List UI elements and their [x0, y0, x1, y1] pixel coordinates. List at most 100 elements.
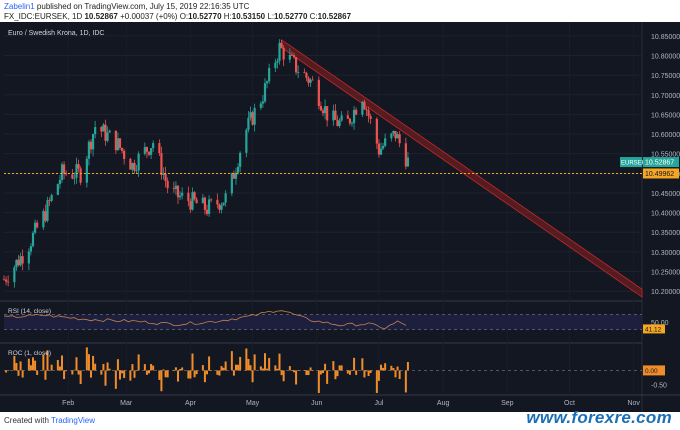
- candle-body: [145, 147, 149, 152]
- roc-bar: [123, 370, 126, 379]
- high-value: 10.53150: [231, 12, 266, 21]
- roc-bar: [191, 353, 194, 371]
- roc-bar: [404, 370, 407, 393]
- roc-bar: [278, 353, 281, 371]
- candle-body: [17, 259, 20, 266]
- candle-body: [350, 123, 354, 124]
- low-label: L:: [267, 12, 275, 21]
- candle-body: [46, 200, 49, 221]
- rsi-title: RSI (14, close): [8, 308, 51, 315]
- candle-body: [232, 173, 236, 179]
- candle-body: [104, 124, 107, 141]
- support-tag-text: 10.49962: [645, 171, 674, 178]
- roc-bar: [172, 370, 175, 372]
- candle-body: [303, 72, 306, 74]
- symbol-line: FX_IDC:EURSEK, 1D: [4, 12, 83, 21]
- roc-bar: [75, 357, 78, 371]
- roc-bar: [406, 361, 409, 371]
- time-tick-label: Oct: [564, 400, 575, 407]
- roc-bar: [253, 354, 256, 371]
- candle-body: [19, 256, 22, 266]
- roc-bar: [193, 370, 196, 378]
- candle-body: [87, 141, 91, 159]
- candle-body: [31, 232, 35, 247]
- candle-body: [367, 110, 370, 117]
- roc-bar: [29, 365, 32, 371]
- roc-bar: [247, 358, 250, 371]
- candle-body: [369, 116, 372, 119]
- roc-title: ROC (1, close): [8, 350, 51, 357]
- candle-body: [137, 153, 140, 171]
- roc-bar: [324, 363, 327, 371]
- roc-bar: [137, 354, 140, 371]
- candle-body: [91, 134, 95, 150]
- roc-bar: [121, 370, 124, 374]
- roc-bar: [19, 361, 22, 371]
- roc-bar: [100, 370, 103, 375]
- candle-body: [123, 150, 126, 159]
- candle-body: [21, 256, 24, 264]
- roc-bar: [189, 370, 192, 379]
- price-tick-label: 10.20000: [651, 289, 680, 296]
- tradingview-link[interactable]: TradingView: [51, 416, 96, 425]
- roc-bar: [317, 370, 320, 393]
- candle-body: [152, 143, 155, 149]
- roc-bar: [235, 364, 237, 371]
- candle-body: [172, 188, 175, 190]
- candle-body: [297, 72, 300, 74]
- roc-bar: [340, 365, 343, 371]
- price-tick-label: 10.80000: [651, 53, 680, 60]
- roc-bar: [295, 370, 298, 385]
- price-tick-label: 10.60000: [651, 132, 680, 139]
- roc-bar: [21, 370, 24, 378]
- candle-body: [162, 173, 165, 175]
- candle-body: [36, 222, 39, 228]
- author-link[interactable]: Zabelin1: [4, 2, 35, 11]
- candle-body: [118, 138, 122, 148]
- candle-body: [2, 279, 6, 281]
- candle-body: [274, 62, 277, 69]
- candle-body: [143, 147, 146, 154]
- candle-body: [189, 201, 192, 210]
- candle-body: [363, 101, 366, 110]
- roc-bar: [48, 370, 51, 372]
- roc-bar: [332, 361, 335, 371]
- candle-body: [203, 197, 207, 210]
- candle-body: [176, 185, 180, 198]
- candle-body: [42, 211, 45, 228]
- roc-bar: [398, 370, 401, 380]
- chart-area[interactable]: 10.85000 10.80000 10.75000 10.70000 10.65000…: [0, 22, 680, 412]
- candle-body: [207, 199, 211, 214]
- roc-bar: [311, 370, 314, 372]
- roc-bar: [201, 365, 204, 371]
- roc-bar: [249, 365, 252, 371]
- roc-bar: [108, 368, 111, 371]
- candle-body: [332, 110, 335, 121]
- candle-body: [216, 199, 219, 205]
- support-tag-bg: [643, 168, 679, 179]
- candle-body: [44, 211, 47, 221]
- roc-bar: [336, 370, 339, 377]
- roc-bar: [375, 370, 378, 393]
- last-price-tag-text: 10.52867: [645, 160, 674, 167]
- last-price: 10.52867: [84, 12, 118, 21]
- roc-bar: [135, 370, 138, 371]
- roc-bar: [73, 369, 76, 371]
- created-with-text: Created with: [4, 416, 49, 425]
- candle-body: [361, 101, 364, 115]
- candle-body: [131, 163, 134, 170]
- candle-body: [276, 60, 279, 63]
- open-value: 10.52770: [188, 12, 222, 21]
- channel-band: [281, 39, 643, 298]
- roc-bar: [322, 370, 324, 374]
- roc-bar: [17, 370, 20, 376]
- chart-svg[interactable]: 10.85000 10.80000 10.75000 10.70000 10.65000…: [0, 22, 680, 412]
- roc-bar: [237, 364, 240, 371]
- roc-bar: [85, 347, 88, 371]
- roc-bar: [346, 370, 349, 374]
- candle-body: [56, 184, 59, 195]
- candle-body: [174, 185, 178, 189]
- roc-bar: [361, 358, 364, 371]
- roc-bar: [15, 362, 18, 371]
